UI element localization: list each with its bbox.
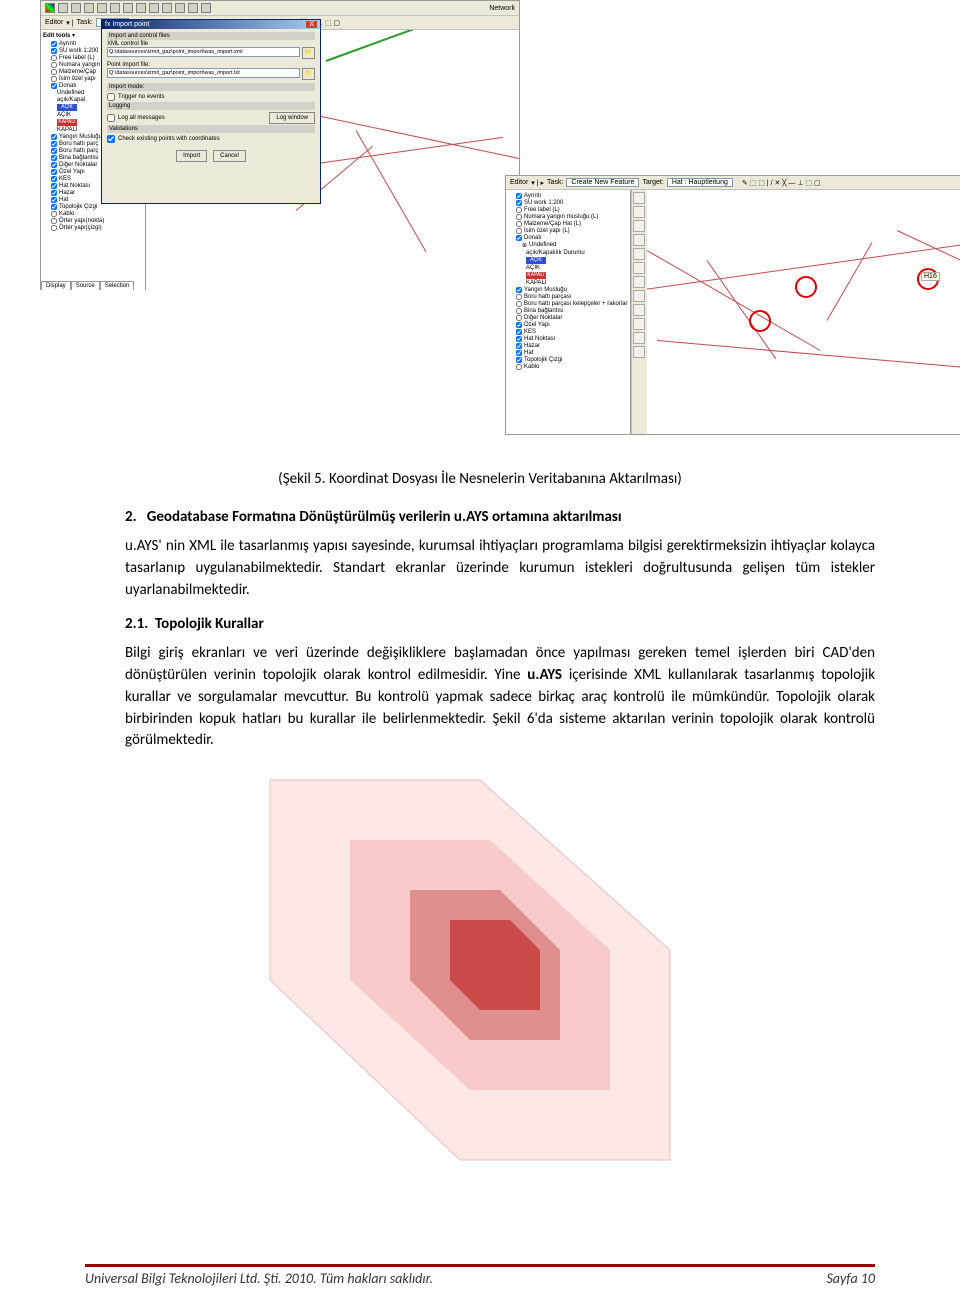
gis-window-right: Editor ▾ | ▸ Task: Create New Feature Ta… <box>505 175 960 435</box>
marker-label: H16 <box>921 272 940 281</box>
side-toolbar[interactable] <box>631 190 647 434</box>
edit-tools-label: Edit tools <box>43 33 70 39</box>
topology-error-marker <box>795 276 817 298</box>
gis-window-left: Network Editor ▾ | Task: Crea ✎ / ✕ ╳ — … <box>40 0 520 290</box>
section-logging: Logging <box>107 102 315 110</box>
heading-2-1: 2.1. Topolojik Kurallar <box>125 615 875 633</box>
browse-xml-button[interactable]: 📁 <box>302 47 315 59</box>
footer-copyright: Universal Bilgi Teknolojileri Ltd. Şti. … <box>85 1270 433 1287</box>
editor-dropdown-right[interactable]: Editor <box>510 179 528 186</box>
target-select[interactable]: Hat : Hauptleitung <box>667 178 733 187</box>
close-icon[interactable]: X <box>306 21 317 28</box>
browse-point-button[interactable]: 📁 <box>302 68 315 80</box>
import-point-dialog: fx Import point X Import and control fil… <box>101 19 321 204</box>
paragraph-1: u.AYS' nin XML ile tasarlanmış yapısı sa… <box>125 536 875 601</box>
toolbar-zoom: Network <box>41 1 519 16</box>
cancel-button[interactable]: Cancel <box>213 150 246 162</box>
paragraph-2: Bilgi giriş ekranları ve veri üzerinde d… <box>125 643 875 752</box>
map-canvas-right[interactable]: H16 <box>647 190 960 434</box>
log-window-button[interactable]: Log window <box>269 112 315 124</box>
task-select-right[interactable]: Create New Feature <box>566 178 639 187</box>
editor-dropdown[interactable]: Editor <box>45 19 63 26</box>
log-messages-checkbox[interactable] <box>107 114 115 122</box>
section-validations: Validations <box>107 125 315 133</box>
figure-caption: (Şekil 5. Koordinat Dosyası İle Nesneler… <box>85 470 875 488</box>
section-import-files: Import and control files <box>107 32 315 40</box>
xml-file-input[interactable] <box>107 47 300 57</box>
task-label: Task: <box>77 19 93 26</box>
layer-panel-right[interactable]: Ayrıntı SU work 1:200 Free label (L) Num… <box>506 190 631 434</box>
section-import-mode: Import mode: <box>107 83 315 91</box>
footer-page-number: Sayfa 10 <box>826 1270 875 1287</box>
point-file-input[interactable] <box>107 68 300 78</box>
page-footer: Universal Bilgi Teknolojileri Ltd. Şti. … <box>85 1264 875 1287</box>
trigger-events-checkbox[interactable] <box>107 93 115 101</box>
toolbar-editor-right: Editor ▾ | ▸ Task: Create New Feature Ta… <box>506 176 960 190</box>
figure-5-screenshots: Network Editor ▾ | Task: Crea ✎ / ✕ ╳ — … <box>85 0 875 440</box>
heading-2: 2. Geodatabase Formatına Dönüştürülmüş v… <box>125 508 875 526</box>
network-label: Network <box>489 5 515 12</box>
dialog-titlebar: fx Import point X <box>102 20 320 29</box>
panel-tabs[interactable]: Display Source Selection <box>41 281 134 290</box>
import-button[interactable]: Import <box>176 150 207 162</box>
topology-error-marker <box>749 310 771 332</box>
check-coords-checkbox[interactable] <box>107 135 115 143</box>
